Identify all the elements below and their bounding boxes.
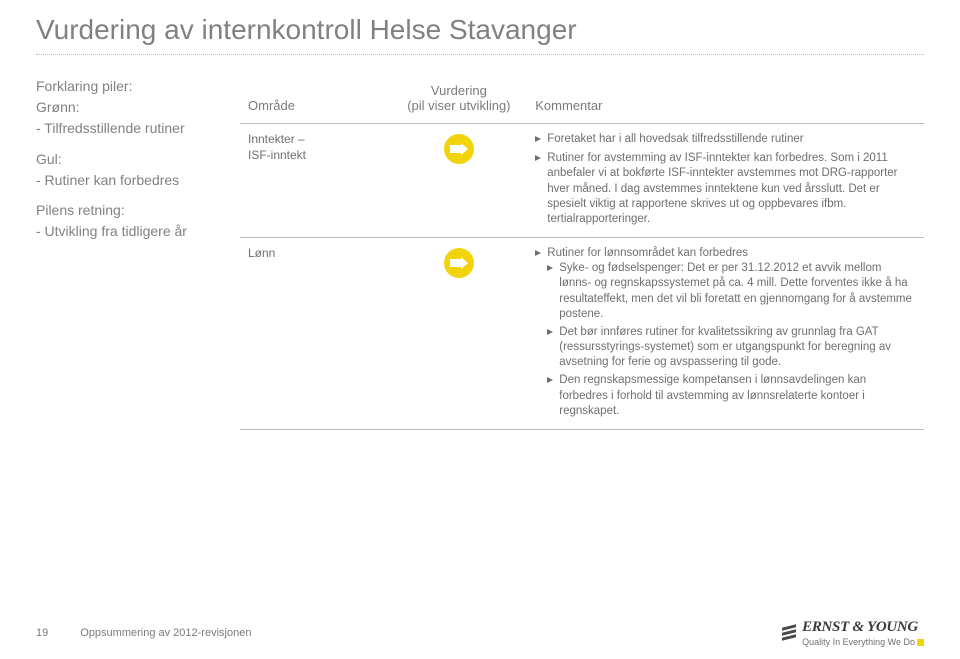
trend-arrow-icon [444,134,474,164]
legend-green-text: - Tilfredsstillende rutiner [36,119,222,138]
comment-list: Foretaket har i all hovedsak tilfredssti… [535,132,916,227]
legend-green: Grønn: - Tilfredsstillende rutiner [36,98,222,138]
comment-subitem: Det bør innføres rutiner for kvalitetssi… [547,325,916,371]
comment-cell: Rutiner for lønnsområdet kan forbedres S… [527,238,924,430]
legend-yellow-label: Gul: [36,150,222,169]
assessment-table-wrap: Område Vurdering (pil viser utvikling) K… [240,77,924,430]
legend-direction: Pilens retning: - Utvikling fra tidliger… [36,201,222,241]
page: Vurdering av internkontroll Helse Stavan… [0,0,960,659]
legend-heading: Forklaring piler: [36,77,222,96]
assessment-table: Område Vurdering (pil viser utvikling) K… [240,77,924,430]
table-row: Inntekter – ISF-inntekt Foretaket har i … [240,124,924,238]
ey-brand: ERNST & YOUNG [802,619,924,636]
legend-green-label: Grønn: [36,98,222,117]
comment-group-label: Rutiner for lønnsområdet kan forbedres [547,247,748,259]
arrow-cell [390,238,527,430]
footer: 19 Oppsummering av 2012-revisjonen ERNST… [36,619,924,647]
legend-yellow-text: - Rutiner kan forbedres [36,171,222,190]
legend-dir-label: Pilens retning: [36,201,222,220]
area-cell: Lønn [240,238,390,430]
comment-list: Rutiner for lønnsområdet kan forbedres S… [535,246,916,419]
trend-arrow-icon [444,248,474,278]
col-comment: Kommentar [527,77,924,124]
ey-tagline: Quality In Everything We Do [802,637,924,647]
ey-tagline-text: Quality In Everything We Do [802,637,915,647]
ey-text-block: ERNST & YOUNG Quality In Everything We D… [802,619,924,647]
arrow-cell [390,124,527,238]
col-area: Område [240,77,390,124]
comment-item: Foretaket har i all hovedsak tilfredssti… [535,132,916,147]
area-text: Inntekter – ISF-inntekt [248,132,306,162]
legend-yellow: Gul: - Rutiner kan forbedres [36,150,222,190]
comment-sublist: Syke- og fødselspenger: Det er per 31.12… [547,261,916,419]
area-cell: Inntekter – ISF-inntekt [240,124,390,238]
ey-logo: ERNST & YOUNG Quality In Everything We D… [782,619,924,647]
doc-title: Oppsummering av 2012-revisjonen [80,627,251,639]
comment-item: Rutiner for avstemming av ISF-inntekter … [535,151,916,227]
table-row: Lønn Rutiner for lønnsområdet kan forbed… [240,238,924,430]
arrow-path [450,257,468,269]
footer-left: 19 Oppsummering av 2012-revisjonen [36,627,251,639]
page-number: 19 [36,627,48,639]
legend-sidebar: Forklaring piler: Grønn: - Tilfredsstill… [36,77,222,430]
page-title: Vurdering av internkontroll Helse Stavan… [36,14,924,55]
table-body: Inntekter – ISF-inntekt Foretaket har i … [240,124,924,430]
comment-item: Rutiner for lønnsområdet kan forbedres S… [535,246,916,419]
ey-bars-icon [782,626,796,640]
comment-subitem: Syke- og fødselspenger: Det er per 31.12… [547,261,916,322]
area-text: Lønn [248,246,275,260]
ey-square-icon [917,639,924,646]
table-head: Område Vurdering (pil viser utvikling) K… [240,77,924,124]
content-row: Forklaring piler: Grønn: - Tilfredsstill… [36,77,924,430]
comment-subitem: Den regnskapsmessige kompetansen i lønns… [547,373,916,419]
col-arrow: Vurdering (pil viser utvikling) [390,77,527,124]
legend-dir-text: - Utvikling fra tidligere år [36,222,222,241]
arrow-path [450,143,468,155]
comment-cell: Foretaket har i all hovedsak tilfredssti… [527,124,924,238]
